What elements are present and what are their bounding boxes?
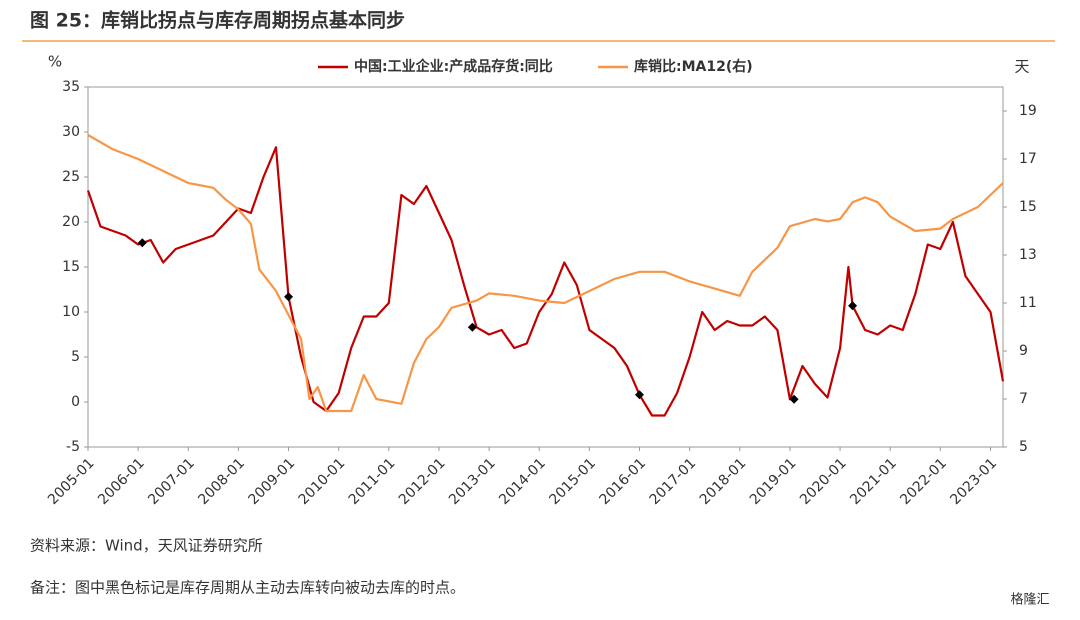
y2-tick-label: 15 [1019,199,1037,215]
x-tick-label: 2010-01 [296,455,349,508]
turning-point-marker [284,292,294,302]
x-tick-label: 2005-01 [45,455,98,508]
chart-title: 图 25：库销比拐点与库存周期拐点基本同步 [30,9,405,32]
turning-point-marker [137,238,147,248]
y2-tick-label: 17 [1019,151,1037,167]
x-tick-label: 2013-01 [446,455,499,508]
turning-point-marker [789,394,799,404]
x-tick-label: 2008-01 [195,455,248,508]
y-tick-label: 25 [62,169,80,185]
series-line [87,134,1004,413]
y-tick-label: 10 [62,304,80,320]
x-tick-label: 2009-01 [246,455,299,508]
x-tick-label: 2014-01 [496,455,549,508]
x-tick-label: 2007-01 [145,455,198,508]
turning-point-marker [848,301,858,311]
y-tick-label: 15 [62,259,80,275]
source: 资料来源：Wind，天风证券研究所 [30,537,263,555]
y-unit: % [48,53,62,71]
y-tick-label: 35 [62,79,80,95]
turning-point-marker [635,390,645,400]
y-tick-label: 30 [62,124,80,140]
series-line [86,146,1005,417]
legend-label: 中国:工业企业:产成品存货:同比 [354,58,553,75]
x-tick-label: 2019-01 [747,455,800,508]
note: 备注：图中黑色标记是库存周期从主动去库转向被动去库的时点。 [30,579,465,597]
x-tick-label: 2015-01 [546,455,599,508]
y2-unit: 天 [1014,58,1029,76]
y2-tick-label: 19 [1019,103,1037,119]
x-tick-label: 2006-01 [95,455,148,508]
plot-frame [87,86,1004,448]
y-tick-label: 5 [71,349,80,365]
x-tick-label: 2023-01 [947,455,1000,508]
y2-tick-label: 7 [1019,391,1028,407]
y2-tick-label: 9 [1019,343,1028,359]
x-tick-label: 2022-01 [897,455,950,508]
x-tick-label: 2021-01 [847,455,900,508]
y2-tick-label: 13 [1019,247,1037,263]
y2-tick-label: 11 [1019,295,1037,311]
y-tick-label: 0 [71,394,80,410]
watermark: 格隆汇 [1010,592,1049,608]
legend-label: 库销比:MA12(右) [634,58,753,75]
y-tick-label: -5 [66,439,80,455]
x-tick-label: 2011-01 [346,455,399,508]
x-tick-label: 2012-01 [396,455,449,508]
x-tick-label: 2017-01 [647,455,700,508]
x-tick-label: 2018-01 [697,455,750,508]
y-tick-label: 20 [62,214,80,230]
turning-point-marker [467,322,477,332]
x-tick-label: 2020-01 [797,455,850,508]
y2-tick-label: 5 [1019,439,1028,455]
x-tick-label: 2016-01 [596,455,649,508]
